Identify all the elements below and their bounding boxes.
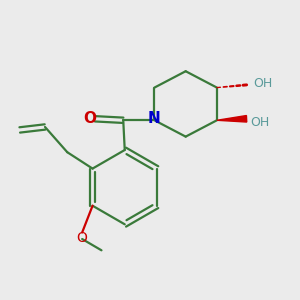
Text: OH: OH: [250, 116, 269, 129]
Text: OH: OH: [253, 76, 272, 90]
Text: N: N: [148, 111, 161, 126]
Text: O: O: [76, 231, 87, 245]
Polygon shape: [217, 116, 247, 122]
Text: O: O: [83, 111, 96, 126]
